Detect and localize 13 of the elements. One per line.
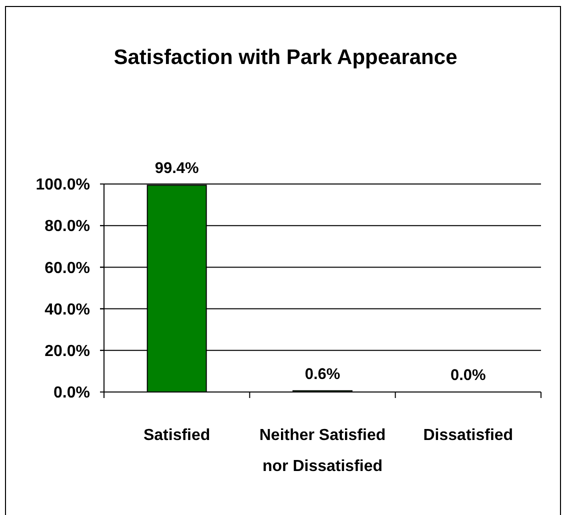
data-label: 0.0%: [450, 367, 486, 384]
x-tick-label: Dissatisfied: [423, 427, 514, 444]
y-tick-label: 40.0%: [44, 301, 90, 318]
y-tick-label: 0.0%: [54, 384, 90, 402]
y-tick-label: 20.0%: [44, 343, 90, 360]
x-tick-label: Neither Satisfied nor Dissatisfied: [259, 427, 386, 475]
data-label: 0.6%: [304, 366, 340, 383]
data-label: 99.4%: [154, 160, 200, 178]
chart-title: Satisfaction with Park Appearance: [114, 46, 458, 69]
x-tick-label: Satisfied: [143, 427, 210, 444]
y-tick-label: 60.0%: [44, 260, 90, 277]
y-tick-label: 80.0%: [44, 218, 90, 236]
y-tick-label: 100.0%: [36, 176, 90, 194]
